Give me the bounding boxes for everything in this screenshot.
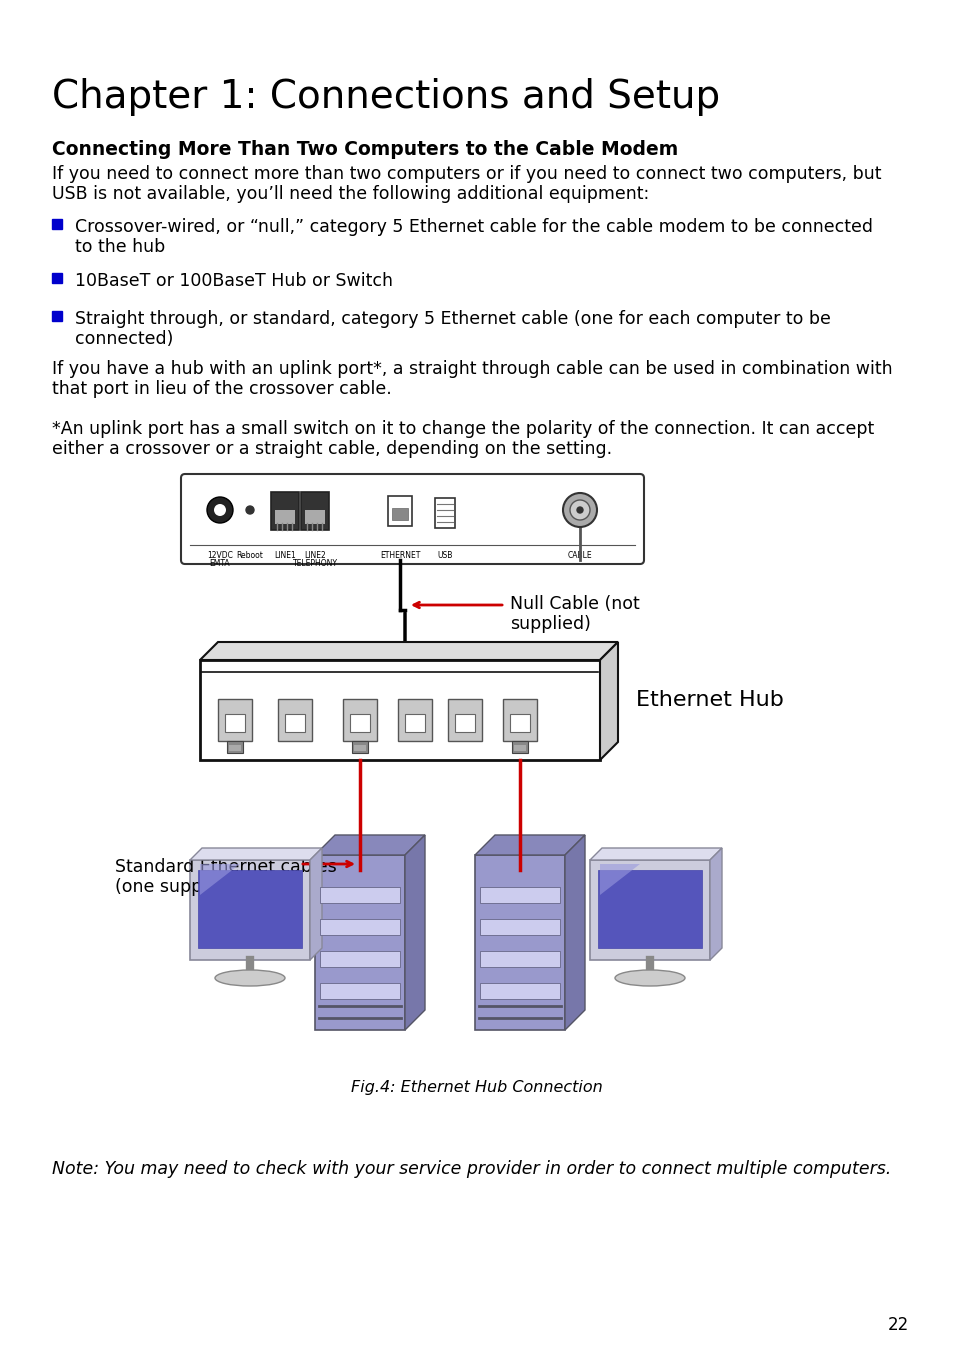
Bar [319,950,399,967]
Text: that port in lieu of the crossover cable.: that port in lieu of the crossover cable… [52,379,392,398]
Bar [52,273,62,284]
Text: 22: 22 [886,1316,907,1334]
Text: Standard Ethernet cables: Standard Ethernet cables [115,859,336,876]
Bar [225,714,245,732]
Text: Chapter 1: Connections and Setup: Chapter 1: Connections and Setup [52,78,720,116]
Bar [305,510,325,524]
Circle shape [207,497,233,522]
Bar [52,310,62,321]
Text: EMTA: EMTA [210,559,230,568]
Circle shape [562,493,597,526]
Bar [301,491,329,531]
Bar [388,495,412,526]
Bar [319,983,399,999]
Polygon shape [405,836,424,1030]
Bar [589,860,709,960]
Circle shape [577,508,582,513]
Bar [455,714,475,732]
Ellipse shape [214,971,285,986]
Text: to the hub: to the hub [75,238,165,256]
Bar [479,950,559,967]
Bar [512,741,527,753]
Text: Null Cable (not: Null Cable (not [510,595,639,613]
Circle shape [213,504,226,516]
Polygon shape [599,643,618,760]
Bar [343,699,376,741]
Text: either a crossover or a straight cable, depending on the setting.: either a crossover or a straight cable, … [52,440,612,458]
Bar [448,699,481,741]
Polygon shape [599,864,639,895]
Text: 12VDC: 12VDC [207,551,233,560]
Circle shape [246,506,253,514]
Bar [479,887,559,903]
Bar [475,855,564,1030]
Bar [514,745,525,751]
Bar [352,741,368,753]
FancyBboxPatch shape [181,474,643,564]
Text: If you need to connect more than two computers or if you need to connect two com: If you need to connect more than two com… [52,165,881,184]
Bar [598,869,701,948]
Circle shape [569,500,589,520]
Text: ETHERNET: ETHERNET [379,551,419,560]
Text: Crossover-wired, or “null,” category 5 Ethernet cable for the cable modem to be : Crossover-wired, or “null,” category 5 E… [75,217,872,236]
Polygon shape [190,848,322,860]
Text: CABLE: CABLE [567,551,592,560]
Text: Fig.4: Ethernet Hub Connection: Fig.4: Ethernet Hub Connection [351,1080,602,1095]
Text: (one supplied): (one supplied) [115,878,240,896]
Bar [502,699,537,741]
Bar [314,855,405,1030]
Bar [435,498,455,528]
Polygon shape [475,836,584,855]
Ellipse shape [615,971,684,986]
Text: 10BaseT or 100BaseT Hub or Switch: 10BaseT or 100BaseT Hub or Switch [75,271,393,290]
Text: *An uplink port has a small switch on it to change the polarity of the connectio: *An uplink port has a small switch on it… [52,420,873,437]
Bar [319,919,399,936]
Bar [285,714,305,732]
Text: USB: USB [436,551,453,560]
Text: Ethernet Hub: Ethernet Hub [636,690,783,710]
Bar [354,745,366,751]
Polygon shape [589,848,721,860]
Bar [274,510,294,524]
Bar [271,491,298,531]
Text: Straight through, or standard, category 5 Ethernet cable (one for each computer : Straight through, or standard, category … [75,310,830,328]
Text: USB is not available, you’ll need the following additional equipment:: USB is not available, you’ll need the fo… [52,185,649,202]
Polygon shape [200,643,618,660]
Bar [277,699,312,741]
Polygon shape [709,848,721,960]
Polygon shape [314,836,424,855]
Bar [510,714,530,732]
Text: connected): connected) [75,329,173,348]
Bar [218,699,252,741]
Polygon shape [200,864,240,895]
Text: LINE1: LINE1 [274,551,295,560]
Bar [397,699,432,741]
Text: supplied): supplied) [510,616,590,633]
Bar [227,741,243,753]
Bar [479,983,559,999]
Polygon shape [310,848,322,960]
Text: Connecting More Than Two Computers to the Cable Modem: Connecting More Than Two Computers to th… [52,140,678,159]
Bar [405,714,424,732]
Bar [198,869,302,948]
Bar [200,660,599,760]
Bar [52,219,62,230]
Bar [479,919,559,936]
Bar [229,745,241,751]
Bar [190,860,310,960]
Polygon shape [564,836,584,1030]
Bar [392,508,408,520]
Text: Note: You may need to check with your service provider in order to connect multi: Note: You may need to check with your se… [52,1160,890,1179]
Text: If you have a hub with an uplink port*, a straight through cable can be used in : If you have a hub with an uplink port*, … [52,360,892,378]
Bar [350,714,370,732]
Text: TELEPHONY: TELEPHONY [293,559,337,568]
Bar [319,887,399,903]
Text: LINE2: LINE2 [304,551,326,560]
Text: Reboot: Reboot [236,551,263,560]
